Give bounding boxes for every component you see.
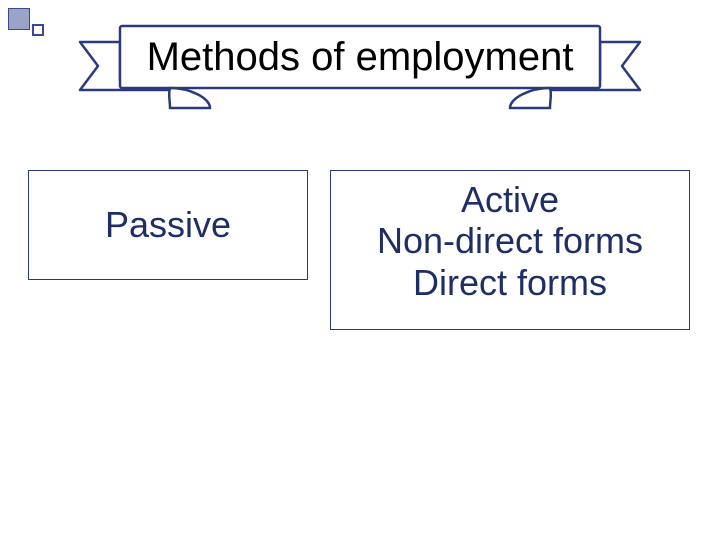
passive-box-line-1: Passive <box>105 204 231 245</box>
passive-box: Passive <box>28 170 308 280</box>
title-banner: Methods of employment <box>50 20 670 112</box>
active-box-line-3: Direct forms <box>413 262 607 303</box>
corner-square-small <box>32 24 44 36</box>
corner-square-big <box>8 8 30 30</box>
active-box-line-2: Non-direct forms <box>377 220 643 261</box>
active-box: Active Non-direct forms Direct forms <box>330 170 690 330</box>
active-box-line-1: Active <box>461 179 559 220</box>
title-text: Methods of employment <box>50 20 670 94</box>
